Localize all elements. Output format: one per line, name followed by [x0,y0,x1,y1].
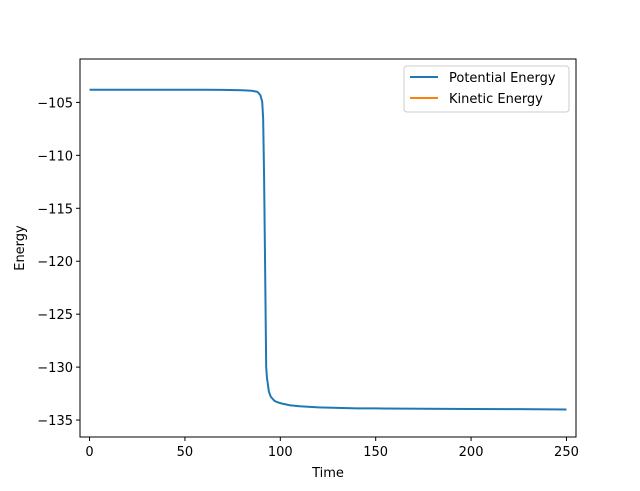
legend-entry-kinetic-energy: Kinetic Energy [449,92,543,107]
y-tick-label: −120 [37,255,73,270]
y-axis-label: Energy [13,225,28,271]
x-axis-ticks: 0 50 100 150 200 250 [85,437,579,460]
x-tick-label: 150 [363,445,388,460]
y-tick-label: −130 [37,361,73,376]
x-axis-label: Time [311,466,344,481]
x-tick-label: 250 [554,445,579,460]
y-tick-label: −105 [37,96,73,111]
y-tick-label: −115 [37,202,73,217]
y-axis-ticks: −105 −110 −115 −120 −125 −130 −135 [37,96,80,429]
x-tick-label: 100 [268,445,293,460]
legend-box [403,65,570,113]
y-tick-label: −110 [37,149,73,164]
x-tick-label: 0 [85,445,93,460]
x-tick-label: 200 [459,445,484,460]
series-line-potential-energy [89,88,567,411]
x-tick-label: 50 [177,445,194,460]
series-layer [89,88,567,411]
y-tick-label: −135 [37,414,73,429]
plot-frame [79,58,577,438]
legend-entry-potential-energy: Potential Energy [449,71,556,86]
y-tick-label: −125 [37,308,73,323]
legend: Potential Energy Kinetic Energy [403,65,570,113]
